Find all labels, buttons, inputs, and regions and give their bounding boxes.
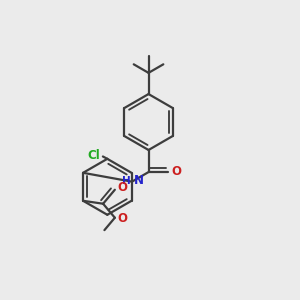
Text: H: H — [122, 176, 130, 186]
Text: O: O — [118, 182, 128, 194]
Text: Cl: Cl — [88, 148, 100, 161]
Text: O: O — [118, 212, 128, 225]
Text: O: O — [171, 165, 181, 178]
Text: N: N — [134, 174, 144, 187]
